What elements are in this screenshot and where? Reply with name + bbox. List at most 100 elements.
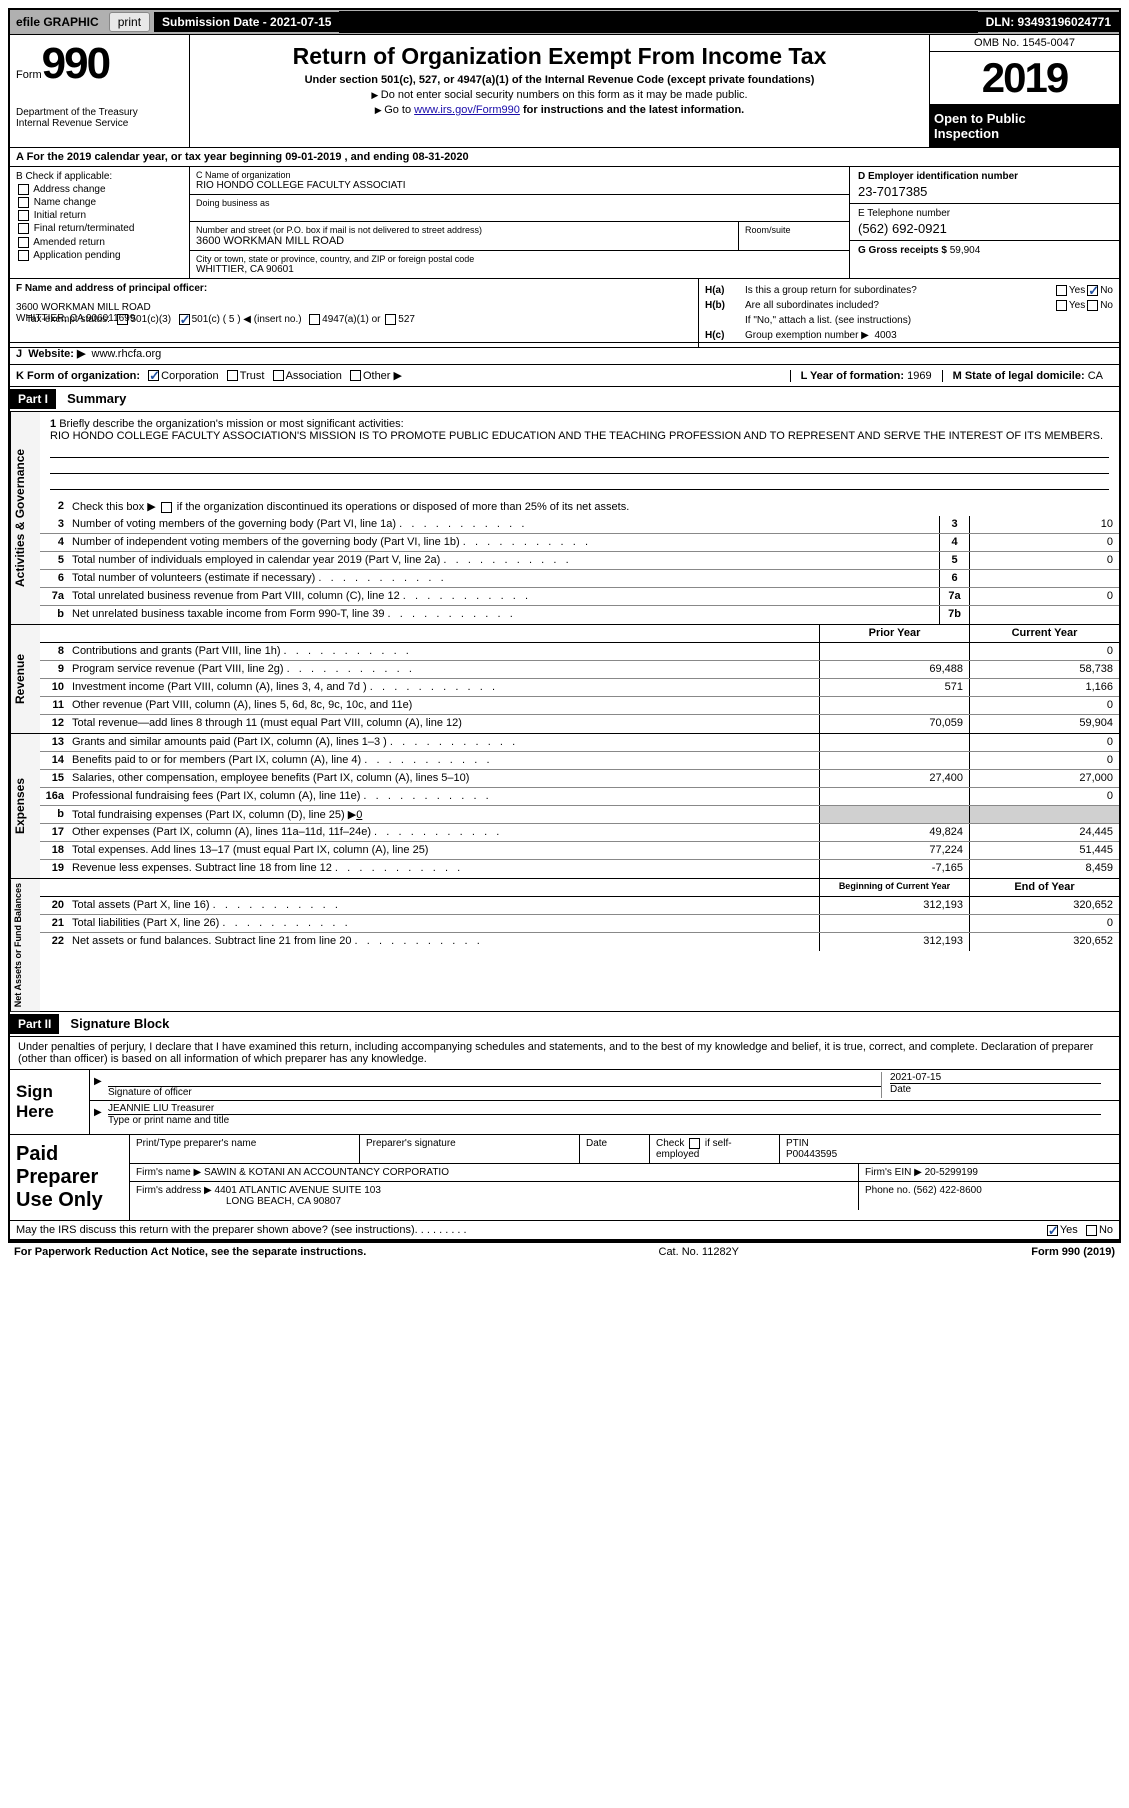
- l19: Revenue less expenses. Subtract line 18 …: [72, 862, 332, 874]
- hb-no: No: [1100, 300, 1113, 311]
- discuss-yes: Yes: [1060, 1224, 1078, 1236]
- 527-label: 527: [398, 314, 415, 325]
- sig-date-value: 2021-07-15: [890, 1072, 1101, 1083]
- cb-discuss-no[interactable]: [1086, 1225, 1097, 1236]
- cb-discontinued[interactable]: [161, 502, 172, 513]
- ptin-value: P00443595: [786, 1149, 1113, 1160]
- address-row: Number and street (or P.O. box if mail i…: [190, 222, 849, 251]
- l-label: L Year of formation:: [801, 370, 905, 382]
- q6: Total number of volunteers (estimate if …: [72, 572, 315, 584]
- q1-label: Briefly describe the organization's miss…: [59, 418, 403, 430]
- v7a: 0: [969, 588, 1119, 605]
- street-address: 3600 WORKMAN MILL ROAD: [196, 235, 732, 247]
- l13: Grants and similar amounts paid (Part IX…: [72, 736, 387, 748]
- hc-label: Group exemption number ▶: [745, 330, 869, 341]
- vtab-netassets: Net Assets or Fund Balances: [10, 879, 40, 1011]
- cb-amended-return[interactable]: [18, 237, 29, 248]
- omb-number: OMB No. 1545-0047: [930, 35, 1119, 52]
- note2-pre: Go to: [384, 104, 414, 116]
- public-inspection: Open to Public Inspection: [930, 105, 1119, 147]
- cb-address-change[interactable]: [18, 184, 29, 195]
- principal-officer: F Name and address of principal officer:…: [10, 279, 699, 347]
- hdr-curr: Current Year: [969, 625, 1119, 642]
- c11: 0: [969, 697, 1119, 714]
- netassets-section: Net Assets or Fund Balances Beginning of…: [10, 879, 1119, 1012]
- p21: [819, 915, 969, 932]
- cb-amend-label: Amended return: [33, 237, 105, 248]
- form-title: Return of Organization Exempt From Incom…: [200, 43, 919, 70]
- ein-value: 23-7017385: [858, 184, 1111, 199]
- c19: 8,459: [969, 860, 1119, 878]
- part1-header-row: Part I Summary: [10, 387, 1119, 412]
- cb-501c5[interactable]: [179, 314, 190, 325]
- top-bar: efile GRAPHIC print Submission Date - 20…: [10, 10, 1119, 35]
- cb-4947[interactable]: [309, 314, 320, 325]
- firm-name-label: Firm's name ▶: [136, 1167, 201, 1178]
- p15: 27,400: [819, 770, 969, 787]
- officer-addr1: 3600 WORKMAN MILL ROAD: [16, 302, 692, 313]
- firm-addr-label: Firm's address ▶: [136, 1185, 212, 1196]
- cb-other[interactable]: [350, 370, 361, 381]
- print-button[interactable]: print: [109, 12, 150, 32]
- p18: 77,224: [819, 842, 969, 859]
- cb-ha-yes[interactable]: [1056, 285, 1067, 296]
- cb-hb-yes[interactable]: [1056, 300, 1067, 311]
- cb-trust[interactable]: [227, 370, 238, 381]
- officer-name-label: Type or print name and title: [108, 1114, 1101, 1126]
- c8: 0: [969, 643, 1119, 660]
- tax-year: 2019: [982, 54, 1067, 101]
- row-a-text: A For the 2019 calendar year, or tax yea…: [16, 151, 469, 163]
- cb-527[interactable]: [385, 314, 396, 325]
- c9: 58,738: [969, 661, 1119, 678]
- f-label: F Name and address of principal officer:: [16, 283, 207, 294]
- h-section: H(a) Is this a group return for subordin…: [699, 279, 1119, 347]
- sign-here-block: Sign Here Signature of officer 2021-07-1…: [10, 1069, 1119, 1135]
- paid-preparer-label: Paid Preparer Use Only: [10, 1135, 130, 1220]
- p16a: [819, 788, 969, 805]
- city-value: WHITTIER, CA 90601: [196, 264, 843, 275]
- public-line1: Open to Public: [934, 111, 1115, 126]
- city-label: City or town, state or province, country…: [196, 254, 843, 264]
- irs-link[interactable]: www.irs.gov/Form990: [414, 104, 520, 116]
- c15: 27,000: [969, 770, 1119, 787]
- firm-addr2: LONG BEACH, CA 90807: [136, 1196, 852, 1207]
- cb-final-return[interactable]: [18, 223, 29, 234]
- hc-value: 4003: [874, 330, 896, 341]
- cb-application-pending[interactable]: [18, 250, 29, 261]
- l11: Other revenue (Part VIII, column (A), li…: [72, 699, 412, 711]
- q5: Total number of individuals employed in …: [72, 554, 440, 566]
- phone-row: E Telephone number (562) 692-0921: [850, 204, 1119, 241]
- cb-ha-no[interactable]: [1087, 285, 1098, 296]
- prep-date-label: Date: [580, 1135, 650, 1163]
- submission-date: Submission Date - 2021-07-15: [154, 12, 339, 32]
- cb-init-label: Initial return: [34, 210, 86, 221]
- cb-corp[interactable]: [148, 370, 159, 381]
- cb-self-employed[interactable]: [689, 1138, 700, 1149]
- part2-tag: Part II: [10, 1014, 59, 1034]
- note2-post: for instructions and the latest informat…: [520, 104, 744, 116]
- cb-hb-no[interactable]: [1087, 300, 1098, 311]
- l16b-pre: Total fundraising expenses (Part IX, col…: [72, 809, 356, 821]
- firm-ein-label: Firm's EIN ▶: [865, 1167, 922, 1178]
- p17: 49,824: [819, 824, 969, 841]
- part1-title: Summary: [59, 388, 134, 409]
- v6: [969, 570, 1119, 587]
- cb-assoc[interactable]: [273, 370, 284, 381]
- cb-addr-label: Address change: [33, 184, 105, 195]
- cb-name-change[interactable]: [18, 197, 29, 208]
- c10: 1,166: [969, 679, 1119, 696]
- hdr-beg: Beginning of Current Year: [819, 879, 969, 896]
- q2-label: Check this box ▶ if the organization dis…: [72, 501, 629, 513]
- c18: 51,445: [969, 842, 1119, 859]
- prep-selfemp: Check if self-employed: [650, 1135, 780, 1163]
- ein-label: D Employer identification number: [858, 171, 1018, 182]
- firm-phone-value: (562) 422-8600: [913, 1185, 981, 1196]
- c5-label: 501(c) ( 5 ) ◀ (insert no.): [192, 314, 302, 325]
- cb-discuss-yes[interactable]: [1047, 1225, 1058, 1236]
- m-value: CA: [1088, 370, 1103, 382]
- phone-value: (562) 692-0921: [858, 221, 1111, 236]
- cb-501c3[interactable]: [117, 314, 128, 325]
- header-right: OMB No. 1545-0047 2019 Open to Public In…: [929, 35, 1119, 147]
- cb-initial-return[interactable]: [18, 210, 29, 221]
- addr-label: Number and street (or P.O. box if mail i…: [196, 225, 732, 235]
